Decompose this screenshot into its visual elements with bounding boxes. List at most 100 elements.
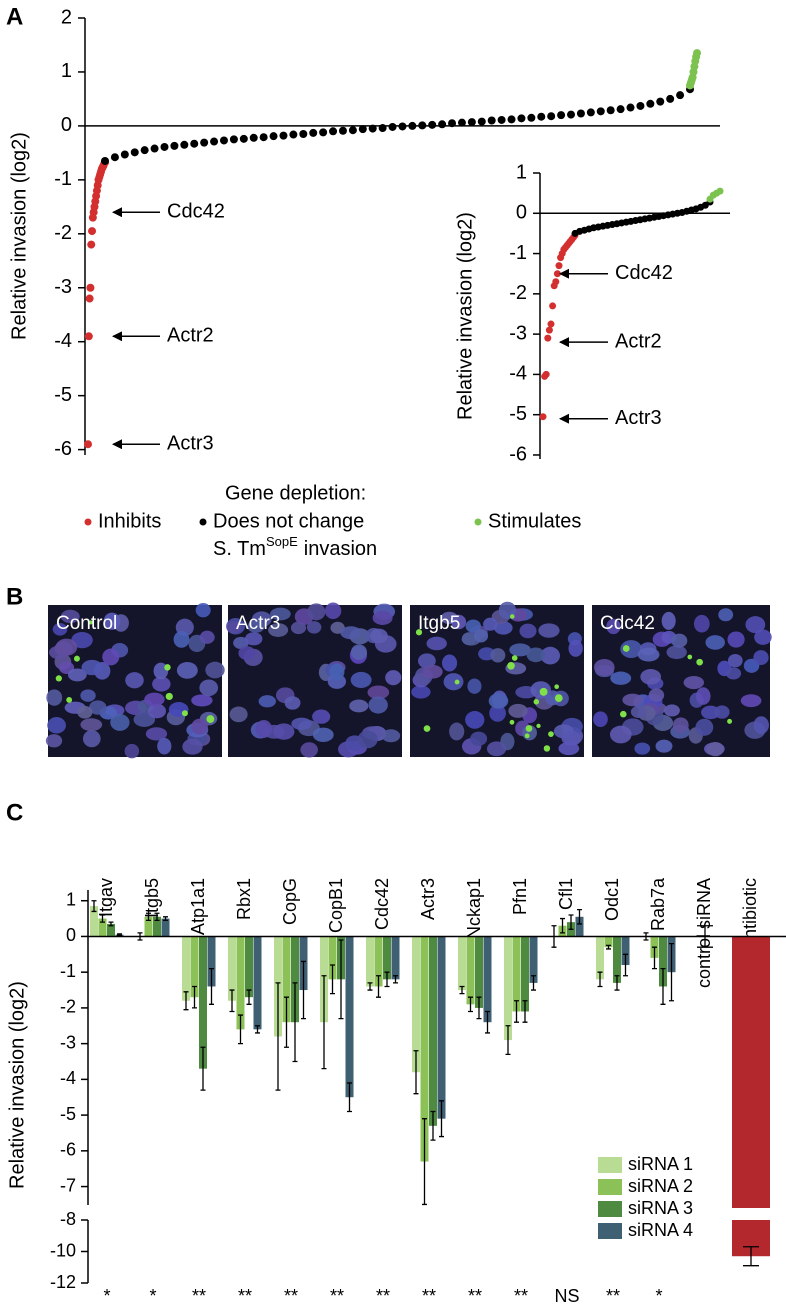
data-point <box>428 120 437 129</box>
significance-label: ** <box>192 1286 206 1306</box>
nucleus <box>493 621 513 635</box>
data-point <box>229 135 238 144</box>
error-bar <box>660 967 666 1005</box>
nucleus <box>465 619 481 633</box>
annotation-label: Cdc42 <box>167 201 225 223</box>
y-tick-label: -6 <box>54 438 72 460</box>
nucleus <box>526 647 545 663</box>
bar <box>374 936 383 987</box>
bar <box>328 936 337 980</box>
data-point <box>87 240 96 249</box>
data-point <box>84 440 92 449</box>
legend-label: siRNA 3 <box>628 1198 693 1218</box>
bar <box>504 936 512 1041</box>
error-bar <box>117 933 122 937</box>
y-tick-label: 0 <box>61 114 72 136</box>
nucleus <box>561 730 582 746</box>
nucleus <box>648 688 665 703</box>
nucleus <box>229 706 248 723</box>
error-bar <box>284 996 289 1048</box>
nucleus <box>247 620 265 633</box>
data-point <box>358 125 367 134</box>
nucleus <box>367 685 390 700</box>
data-point <box>477 117 486 126</box>
data-point <box>547 112 556 121</box>
nucleus <box>483 617 498 631</box>
y-tick-label: -4 <box>54 330 72 352</box>
nucleus <box>102 648 120 666</box>
error-bar <box>614 975 620 991</box>
nucleus <box>441 654 458 672</box>
bar <box>345 936 354 1098</box>
error-bar <box>229 989 235 1013</box>
bar <box>144 916 153 937</box>
y-tick-label: -10 <box>50 1240 76 1260</box>
nucleus <box>133 712 156 727</box>
nucleus <box>226 621 242 634</box>
nucleus <box>630 705 648 718</box>
significance-label: ** <box>376 1286 390 1306</box>
nucleus <box>329 663 345 681</box>
nucleus <box>693 614 710 633</box>
error-bar <box>476 996 482 1020</box>
y-tick-label: 1 <box>61 60 72 82</box>
nucleus <box>470 731 488 746</box>
legend-marker <box>474 518 482 526</box>
nucleus <box>610 671 632 685</box>
nucleus <box>145 727 168 741</box>
nucleus <box>695 718 714 736</box>
nucleus <box>147 703 167 719</box>
bar <box>190 936 199 998</box>
significance-label: * <box>149 1286 156 1306</box>
data-point <box>368 124 377 133</box>
error-bar <box>577 909 582 925</box>
y-tick-label: -4 <box>60 1068 76 1088</box>
x-category-label: Itgb5 <box>142 878 162 918</box>
data-point <box>329 127 338 136</box>
data-point <box>656 97 665 106</box>
nucleus <box>306 621 322 634</box>
nucleus <box>182 738 203 755</box>
significance-label: ** <box>238 1286 252 1306</box>
nucleus <box>449 722 465 741</box>
x-category-label: Itgav <box>96 878 116 917</box>
x-category-label: Cdc42 <box>372 878 392 930</box>
nucleus <box>55 638 78 656</box>
nucleus <box>152 676 171 692</box>
nucleus <box>655 739 673 753</box>
data-point <box>539 413 547 421</box>
error-bar <box>597 971 603 988</box>
nucleus <box>473 629 489 643</box>
nucleus <box>238 646 256 661</box>
micrograph-label: Cdc42 <box>600 613 655 634</box>
nucleus <box>307 603 326 621</box>
nucleus <box>705 635 725 650</box>
nucleus <box>568 639 583 657</box>
nucleus <box>422 664 443 679</box>
nucleus <box>312 709 331 724</box>
bacteria <box>509 719 515 725</box>
nucleus <box>640 668 662 685</box>
y-tick-label: -12 <box>50 1272 76 1292</box>
nucleus <box>258 695 276 708</box>
error-bar <box>292 982 298 1063</box>
error-bar <box>200 1046 206 1091</box>
data-point <box>544 334 552 342</box>
bacteria <box>620 710 627 718</box>
data-point <box>457 118 466 127</box>
legend-marker <box>84 518 92 526</box>
significance-label: * <box>103 1286 110 1306</box>
data-point <box>557 111 566 120</box>
nucleus <box>683 675 705 690</box>
legend-label: Inhibits <box>98 510 161 532</box>
nucleus <box>727 653 743 668</box>
nucleus <box>620 640 643 658</box>
nucleus <box>661 611 676 630</box>
error-bar <box>246 989 252 1005</box>
annotation-label: Actr3 <box>615 407 662 429</box>
nucleus <box>666 645 687 660</box>
y-tick-label: -5 <box>509 403 527 425</box>
data-point <box>616 105 625 114</box>
legend-note-suffix: invasion <box>304 538 377 560</box>
y-tick-label: -8 <box>60 1209 76 1229</box>
